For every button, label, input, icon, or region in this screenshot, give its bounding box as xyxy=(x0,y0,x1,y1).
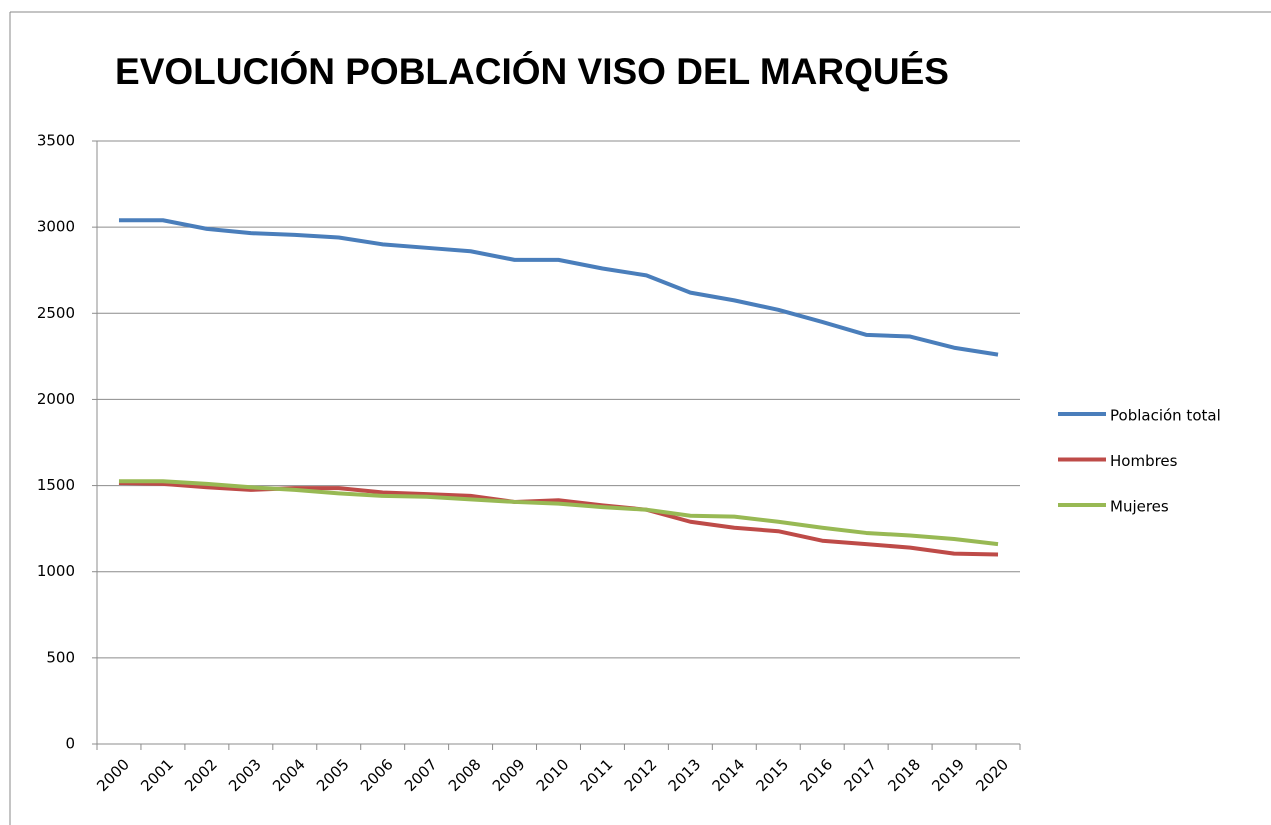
x-tick-label: 2013 xyxy=(665,755,705,795)
x-tick-label: 2006 xyxy=(357,755,397,795)
y-tick-label: 2500 xyxy=(37,304,75,322)
line-series xyxy=(118,218,999,357)
chart-title: EVOLUCIÓN POBLACIÓN VISO DEL MARQUÉS xyxy=(115,50,949,92)
y-tick-label: 2000 xyxy=(37,390,75,408)
x-tick-label: 2005 xyxy=(313,755,353,795)
x-tick-label: 2003 xyxy=(225,755,265,795)
x-tick-label: 2011 xyxy=(577,755,617,795)
x-tick-label: 2009 xyxy=(489,755,529,795)
x-tick-label: 2002 xyxy=(181,755,221,795)
x-tick-label: 2008 xyxy=(445,755,485,795)
x-tick-label: 2012 xyxy=(621,755,661,795)
y-tick-label: 3500 xyxy=(37,132,75,150)
line-series xyxy=(118,480,999,557)
x-tick-label: 2019 xyxy=(928,755,968,795)
y-tick-label: 0 xyxy=(65,735,75,753)
y-tick-label: 500 xyxy=(46,648,75,666)
x-tick-label: 2001 xyxy=(137,755,177,795)
x-tick-label: 2020 xyxy=(972,755,1012,795)
legend-label: Hombres xyxy=(1110,452,1178,470)
y-tick-label: 3000 xyxy=(37,218,75,236)
x-tick-label: 2018 xyxy=(884,755,924,795)
x-tick-label: 2014 xyxy=(709,755,749,795)
line-series xyxy=(118,479,999,547)
x-tick-label: 2007 xyxy=(401,755,441,795)
y-tick-label: 1500 xyxy=(37,476,75,494)
x-tick-label: 2017 xyxy=(840,755,880,795)
x-tick-label: 2015 xyxy=(753,755,793,795)
x-tick-label: 2004 xyxy=(269,755,309,795)
x-tick-label: 2016 xyxy=(796,755,836,795)
legend-label: Mujeres xyxy=(1110,498,1169,516)
y-tick-label: 1000 xyxy=(37,562,75,580)
x-tick-label: 2010 xyxy=(533,755,573,795)
legend-label: Población total xyxy=(1110,407,1221,425)
x-tick-label: 2000 xyxy=(93,755,133,795)
